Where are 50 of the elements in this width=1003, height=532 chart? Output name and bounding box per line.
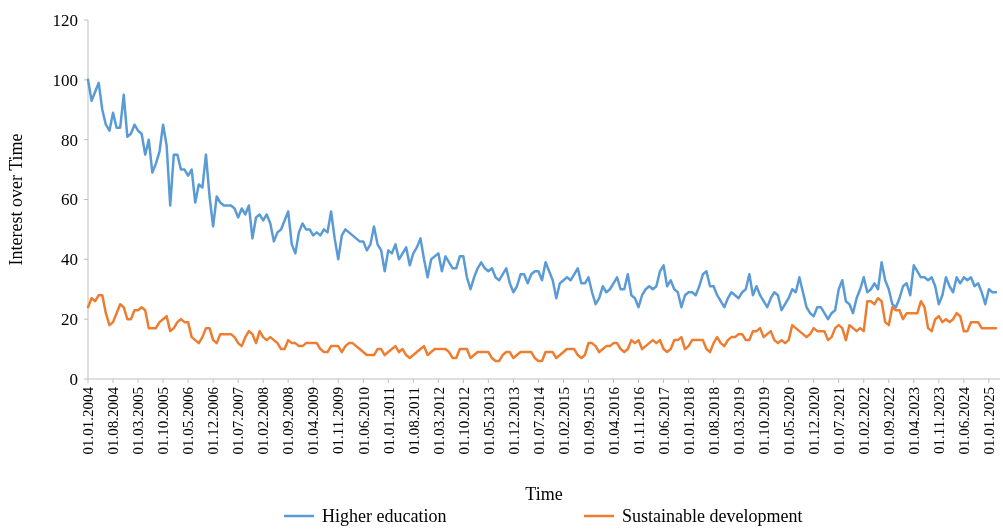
x-tick-label: 01.04.2023 [906,387,923,455]
legend-label: Higher education [322,506,447,526]
x-tick-label: 01.06.2010 [355,387,372,455]
y-tick-label: 100 [52,70,78,90]
x-tick-label: 01.09.2008 [280,387,297,455]
x-tick-label: 01.11.2016 [630,386,647,454]
x-tick-label: 01.07.2007 [230,386,247,455]
x-tick-label: 01.07.2021 [830,387,847,455]
x-tick-label: 01.01.2025 [981,387,998,455]
x-tick-label: 01.11.2009 [330,387,347,454]
y-tick-label: 120 [52,10,78,30]
x-tick-label: 01.02.2008 [255,387,272,455]
x-axis-title: Time [525,484,563,504]
y-tick-label: 20 [61,310,78,330]
x-tick-label: 01.04.2016 [605,386,622,455]
y-tick-label: 80 [61,130,78,150]
x-tick-label: 01.01.2018 [680,387,697,455]
x-tick-label: 01.12.2013 [505,387,522,455]
y-tick-label: 60 [61,190,78,210]
x-tick-label: 01.08.2004 [105,386,122,455]
x-tick-label: 01.03.2019 [730,387,747,455]
x-tick-label: 01.10.2005 [155,387,172,455]
x-tick-label: 01.10.2012 [455,387,472,455]
line-series [86,293,998,363]
x-tick-label: 01.11.2023 [931,387,948,454]
x-tick-label: 01.08.2011 [405,387,422,454]
y-axis-title: Interest over Time [6,133,26,266]
x-tick-label: 01.05.2020 [780,387,797,455]
x-tick-label: 01.05.2013 [480,387,497,455]
x-tick-label: 01.02.2015 [555,387,572,455]
x-tick-label: 01.09.2022 [881,387,898,455]
y-tick-label: 40 [61,250,78,270]
x-tick-label: 01.01.2004 [80,386,97,455]
x-tick-label: 01.03.2005 [130,387,147,455]
x-tick-label: 01.08.2018 [705,387,722,455]
line-series [86,78,998,321]
x-tick-label: 01.07.2014 [530,386,547,455]
y-tick-label: 0 [69,369,78,389]
x-tick-label: 01.12.2020 [805,387,822,455]
x-tick-label: 01.06.2017 [655,386,672,455]
x-tick-label: 01.03.2012 [430,387,447,455]
x-tick-label: 01.06.2024 [956,386,973,455]
legend-label: Sustainable development [622,506,803,526]
x-tick-label: 01.10.2019 [755,387,772,455]
x-tick-label: 01.02.2022 [855,387,872,455]
x-tick-label: 01.04.2009 [305,387,322,455]
x-tick-label: 01.05.2006 [180,386,197,455]
x-tick-label: 01.12.2006 [205,386,222,455]
x-tick-label: 01.09.2015 [580,387,597,455]
x-tick-label: 01.01.2011 [380,387,397,454]
